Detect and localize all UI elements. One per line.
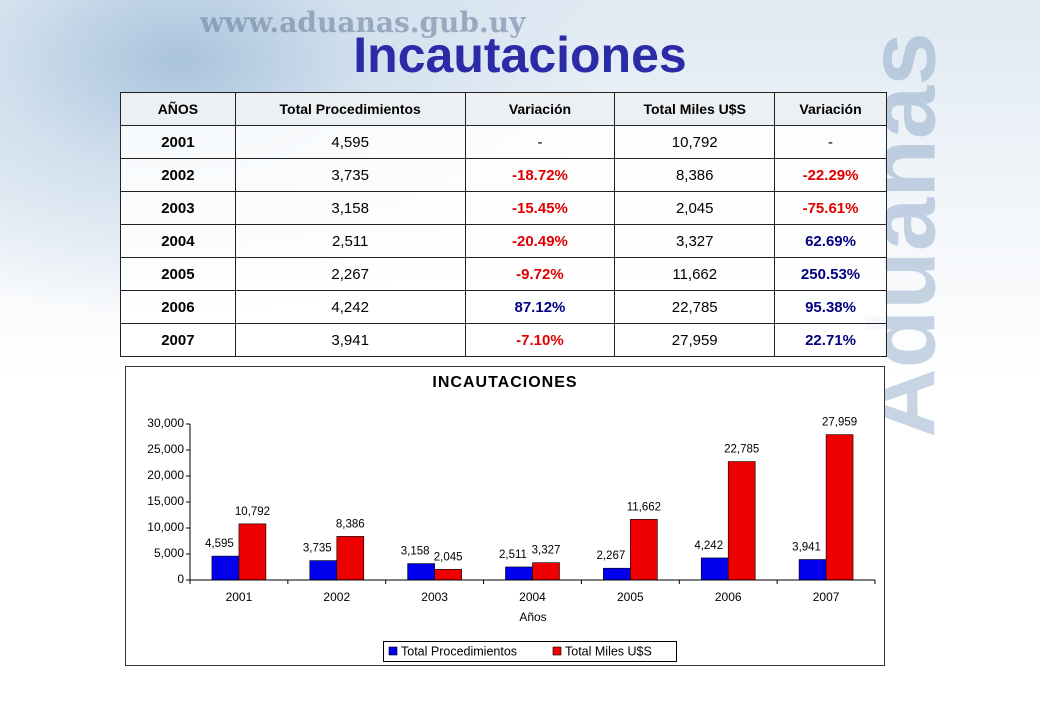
table-cell: 2,511 [234, 224, 466, 258]
table-cell: -18.72% [464, 158, 616, 192]
table-cell: 27,959 [614, 323, 776, 357]
bar [603, 567, 631, 581]
data-table: AÑOS Total Procedimientos Variación Total M… [120, 92, 887, 357]
y-tick-label: 10,000 [147, 520, 184, 534]
value-label: 2,267 [596, 550, 625, 562]
y-tick-label: 0 [177, 572, 184, 586]
y-tick-label: 5,000 [154, 546, 184, 560]
x-tick-label: 2007 [813, 590, 840, 604]
table-cell: -20.49% [464, 224, 616, 258]
table-row: 2005 2,267 -9.72% 11,662 250.53% [120, 257, 887, 291]
header-cell: Variación [774, 92, 887, 126]
bar [238, 523, 267, 581]
bar [532, 562, 560, 581]
bar [630, 519, 658, 581]
bar [434, 569, 462, 581]
value-label: 3,735 [303, 543, 332, 555]
value-label: 10,792 [235, 506, 270, 518]
value-label: 4,595 [205, 538, 234, 550]
table-cell: 95.38% [774, 290, 887, 324]
x-tick-label: 2005 [617, 590, 644, 604]
table-row: 2006 4,242 87.12% 22,785 95.38% [120, 290, 887, 324]
y-tick-label: 20,000 [147, 468, 184, 482]
x-tick-label: 2003 [421, 590, 448, 604]
x-axis-label: Años [519, 610, 546, 624]
table-cell: - [774, 125, 887, 159]
slide-title: Incautaciones [353, 27, 687, 83]
table-cell: 22.71% [774, 323, 887, 357]
header-cell: Total Miles U$S [614, 92, 776, 126]
table-cell: 2001 [120, 125, 236, 159]
table-cell: - [464, 125, 616, 159]
y-tick-label: 25,000 [147, 442, 184, 456]
table-cell: -9.72% [464, 257, 616, 291]
bar [798, 559, 827, 581]
table-row: 2003 3,158 -15.45% 2,045 -75.61% [120, 191, 887, 225]
table-cell: 4,595 [234, 125, 466, 159]
table-cell: 4,242 [234, 290, 466, 324]
y-tick-label: 15,000 [147, 494, 184, 508]
x-tick-label: 2004 [519, 590, 546, 604]
legend-box [383, 641, 677, 662]
x-tick-label: 2001 [226, 590, 253, 604]
header-cell: AÑOS [120, 92, 236, 126]
table-cell: 2007 [120, 323, 236, 357]
table-cell: 2002 [120, 158, 236, 192]
bar [407, 563, 435, 581]
chart-title: INCAUTACIONES [432, 374, 577, 391]
bar [309, 560, 338, 581]
table-header: AÑOS Total Procedimientos Variación Total M… [120, 92, 887, 126]
table-cell: -7.10% [464, 323, 616, 357]
table-cell: 3,941 [234, 323, 466, 357]
legend-label: Total Miles U$S [565, 644, 652, 658]
table-cell: -22.29% [774, 158, 887, 192]
table-cell: -75.61% [774, 191, 887, 225]
y-tick-label: 30,000 [147, 416, 184, 430]
value-label: 22,785 [724, 444, 759, 456]
value-label: 2,045 [434, 551, 463, 563]
bar [211, 555, 240, 581]
value-label: 11,662 [627, 501, 661, 513]
watermark-url: www.aduanas.gub.uy [200, 6, 526, 39]
table-cell: 2,045 [614, 191, 776, 225]
x-tick-label: 2006 [715, 590, 742, 604]
value-label: 3,158 [401, 546, 430, 558]
bar [727, 461, 756, 581]
legend-swatch [388, 646, 398, 656]
table-row: 2007 3,941 -7.10% 27,959 22.71% [120, 323, 887, 357]
value-label: 4,242 [694, 540, 723, 552]
table-row: 2004 2,511 -20.49% 3,327 62.69% [120, 224, 887, 258]
table-cell: 250.53% [774, 257, 887, 291]
table-body: 2001 4,595-10,792-2002 3,735 -18.72% 8,386 -2… [120, 125, 887, 357]
value-label: 3,941 [792, 542, 821, 554]
legend-label: Total Procedimientos [401, 644, 517, 658]
table-cell: 11,662 [614, 257, 776, 291]
value-label: 27,959 [822, 417, 857, 429]
chart-frame [125, 366, 885, 666]
x-tick-label: 2002 [323, 590, 350, 604]
table-cell: 2,267 [234, 257, 466, 291]
header-cell: Variación [464, 92, 616, 126]
bar [700, 557, 729, 581]
value-label: 3,327 [532, 545, 561, 557]
bar [505, 566, 533, 581]
table-cell: 3,735 [234, 158, 466, 192]
legend-swatch [552, 646, 562, 656]
bar [825, 434, 854, 581]
table-cell: 87.12% [464, 290, 616, 324]
header-cell: Total Procedimientos [234, 92, 466, 126]
table-cell: -15.45% [464, 191, 616, 225]
value-label: 2,511 [499, 549, 527, 561]
value-label: 8,386 [336, 518, 365, 530]
bar [336, 536, 365, 581]
